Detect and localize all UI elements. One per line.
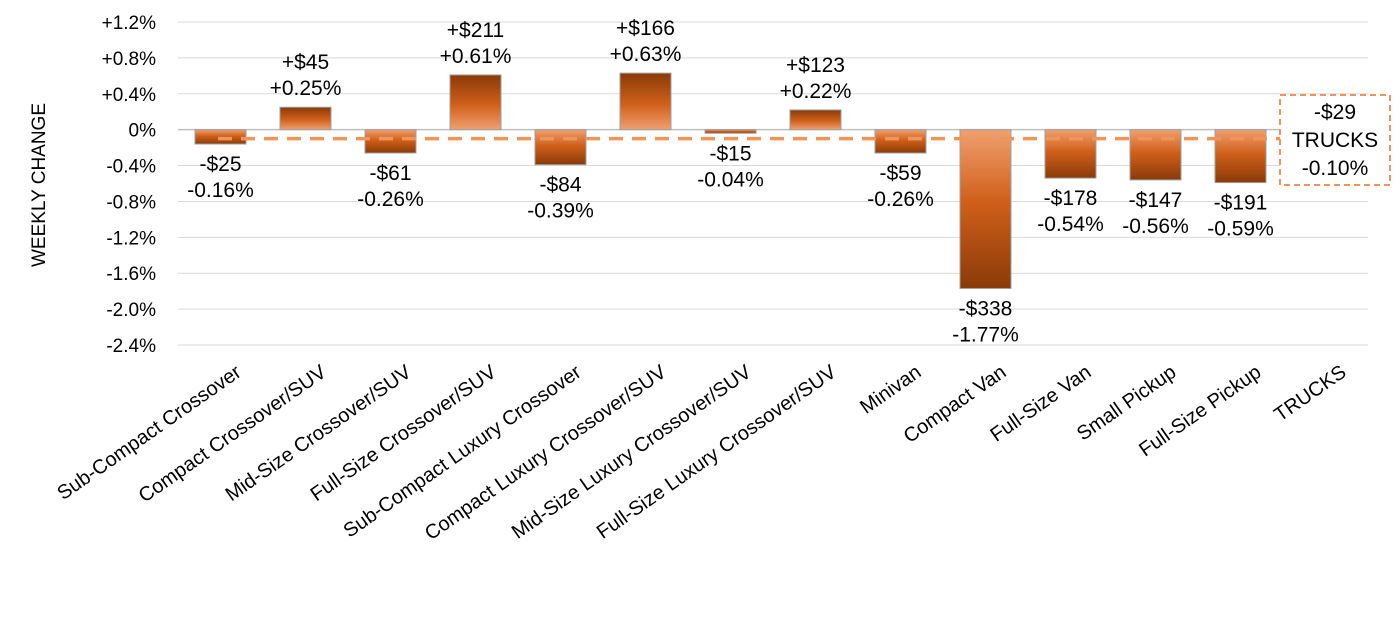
- y-tick-label: -2.0%: [106, 300, 156, 321]
- data-label-percent: +0.63%: [610, 43, 682, 66]
- data-label-dollar: -$25: [199, 153, 241, 176]
- y-tick-label: +1.2%: [102, 13, 157, 34]
- data-label-percent: -0.56%: [1122, 215, 1189, 238]
- bar: [534, 129, 587, 166]
- category-label: Minivan: [856, 361, 925, 419]
- bar: [364, 129, 417, 154]
- data-label-dollar: +$211: [447, 19, 504, 42]
- y-tick-label: -1.2%: [106, 228, 156, 249]
- data-label-dollar: -$338: [959, 297, 1013, 320]
- data-labels: -$25 -0.16% +$45 +0.25% -$61 -0.26% +$211 +0.61…: [187, 17, 1274, 346]
- y-axis-ticks: +1.2% +0.8% +0.4% 0% -0.4% -0.8% -1.2% -1.6% -2.…: [102, 13, 157, 357]
- y-axis-label: WEEKLY CHANGE: [29, 103, 50, 267]
- data-label-percent: +0.25%: [270, 77, 342, 100]
- data-label-dollar: -$178: [1044, 187, 1098, 210]
- y-tick-label: +0.4%: [102, 85, 157, 106]
- y-tick-label: +0.8%: [102, 49, 157, 70]
- bar: [959, 129, 1012, 289]
- data-label-percent: -0.26%: [357, 188, 424, 211]
- data-label-percent: +0.22%: [780, 80, 852, 103]
- average-line-group: -$29 TRUCKS -0.10%: [218, 94, 1391, 186]
- data-label-percent: +0.61%: [440, 45, 512, 68]
- data-label-dollar: +$166: [616, 17, 675, 40]
- data-label-dollar: -$147: [1129, 189, 1183, 212]
- average-name-label: TRUCKS: [1292, 129, 1378, 152]
- data-label-percent: -0.16%: [187, 179, 254, 202]
- data-label-dollar: +$123: [786, 54, 845, 77]
- data-label-percent: -0.54%: [1037, 213, 1104, 236]
- bar: [619, 72, 672, 131]
- category-label: TRUCKS: [1270, 361, 1350, 426]
- y-tick-label: -0.4%: [106, 157, 156, 178]
- bar: [874, 129, 927, 154]
- data-label-percent: -0.39%: [527, 200, 594, 223]
- data-label-percent: -0.59%: [1207, 218, 1274, 241]
- bar: [789, 109, 842, 131]
- data-label-dollar: -$59: [879, 162, 921, 185]
- bar: [704, 129, 757, 134]
- average-dollar-label: -$29: [1314, 101, 1356, 124]
- average-percent-label: -0.10%: [1302, 157, 1369, 180]
- average-label-box: [1279, 94, 1391, 186]
- data-label-dollar: -$84: [539, 174, 581, 197]
- bar: [279, 106, 332, 131]
- data-label-percent: -1.77%: [952, 323, 1019, 346]
- data-label-percent: -0.26%: [867, 188, 934, 211]
- y-tick-label: 0%: [129, 121, 157, 142]
- gridlines: [178, 21, 1368, 346]
- data-label-dollar: -$191: [1214, 192, 1268, 215]
- y-tick-label: -1.6%: [106, 264, 156, 285]
- data-label-dollar: +$45: [282, 51, 329, 74]
- bar: [449, 74, 502, 131]
- data-label-dollar: -$61: [369, 162, 411, 185]
- data-label-dollar: -$15: [709, 142, 751, 165]
- y-tick-label: -0.8%: [106, 192, 156, 213]
- bar: [194, 129, 247, 145]
- data-label-percent: -0.04%: [697, 168, 764, 191]
- y-tick-label: -2.4%: [106, 336, 156, 357]
